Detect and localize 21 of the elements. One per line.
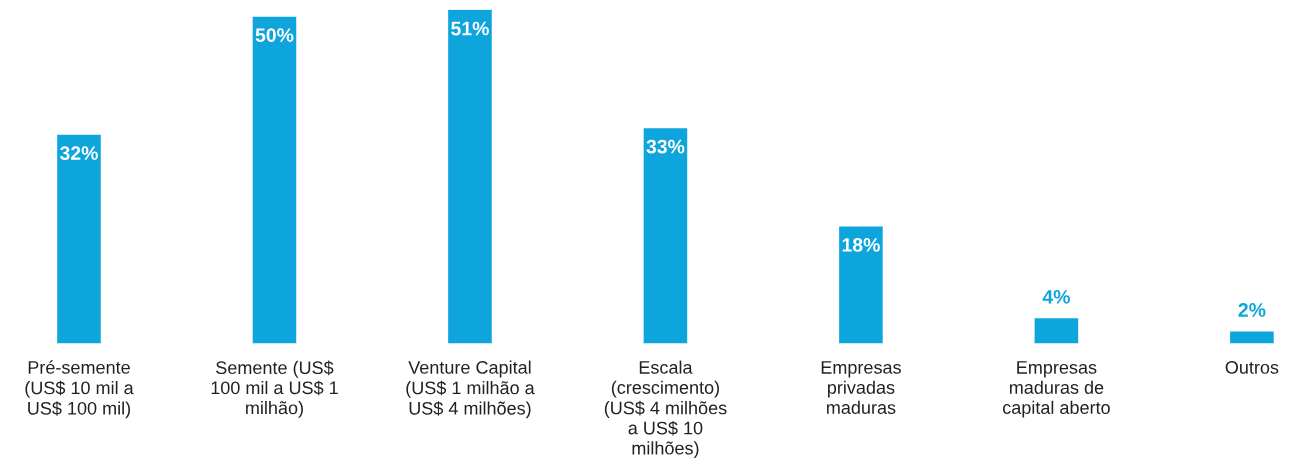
x-tick-label: Semente (US$ 100 mil a US$ 1 milhão)	[211, 360, 338, 418]
data-label: 32%	[59, 146, 98, 161]
x-tick-label: Venture Capital (US$ 1 milhão a US$ 4 milhões)	[406, 360, 535, 419]
data-label: 33%	[646, 139, 685, 154]
bar	[1228, 330, 1276, 344]
x-tick-label: Empresas privadas maduras	[821, 361, 901, 415]
data-label: 18%	[842, 238, 880, 252]
data-label: 50%	[255, 28, 294, 42]
x-tick-label: Empresas maduras de capital aberto	[1002, 361, 1110, 418]
bar	[446, 9, 494, 344]
data-label: 2%	[1238, 303, 1266, 317]
bar	[251, 15, 298, 344]
bar	[55, 133, 103, 344]
bar	[837, 225, 885, 344]
bar	[1033, 316, 1080, 344]
data-label: 51%	[451, 21, 489, 36]
bar	[642, 126, 689, 344]
x-tick-label: Escala (crescimento) (US$ 4 milhões a US$ 10 milhões)	[604, 360, 727, 459]
x-tick-label: Pré-semente (US$ 10 mil a US$ 100 mil)	[25, 360, 134, 419]
x-tick-label: Outros	[1225, 361, 1279, 374]
data-label: 4%	[1042, 290, 1070, 304]
